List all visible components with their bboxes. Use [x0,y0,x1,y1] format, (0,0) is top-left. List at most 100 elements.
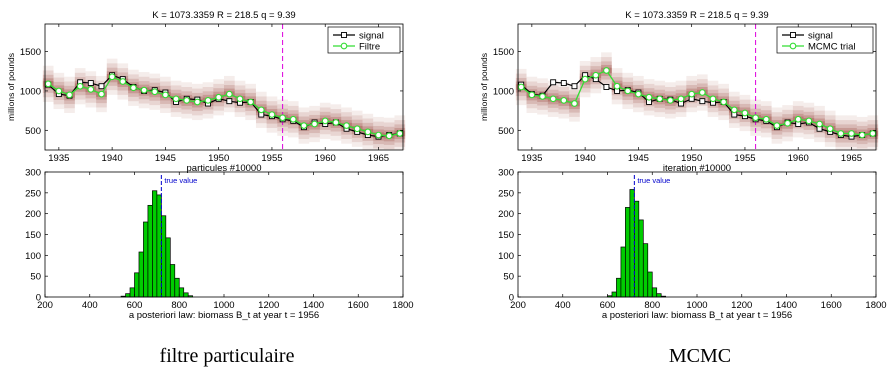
data-point-circle [183,97,191,104]
data-point-circle [677,95,685,103]
data-point-circle [98,90,105,98]
data-point-circle [656,95,664,103]
data-point-circle [130,84,137,92]
caption-left: filtre particulaire [160,345,295,367]
data-point-circle [688,90,696,98]
data-point-circle [204,97,212,104]
histogram-bar [616,277,622,298]
series-line-1 [520,69,873,136]
x-tick-label: 1940 [575,153,596,164]
x-tick-label: 1950 [681,153,702,164]
data-point-circle [635,90,642,98]
x-tick-label: 200 [510,300,526,311]
data-point-circle [172,95,180,103]
y-tick-label: 1500 [20,47,41,58]
histogram-bar [638,219,644,298]
true-value-annotation: true value [164,176,197,185]
histogram-bar [174,277,180,298]
x-tick-label: 1200 [731,300,752,311]
data-point-circle [76,82,84,90]
true-value-annotation: true value [637,176,670,185]
histogram-bar [178,287,185,298]
y-tick-label: 250 [498,188,514,199]
x-tick-label: 800 [644,300,660,311]
histogram-bar [183,292,189,298]
y-tick-label: 200 [25,209,41,220]
y-tick-label: 100 [25,251,41,262]
histogram-bar [642,243,649,298]
data-point-circle [549,95,557,103]
legend-marker-circle [340,42,348,50]
x-tick-label: 1200 [258,300,279,311]
x-tick-label: 1935 [48,153,69,164]
data-point-circle [321,117,329,125]
x-tick-label: 1945 [628,153,649,164]
data-point-circle [539,93,546,100]
histogram-bar [152,190,158,298]
data-point-circle [581,75,589,83]
x-tick-label: 1965 [368,153,389,164]
chart-title: K = 1073.3359 R = 218.5 q = 9.39 [625,10,768,21]
data-point-circle [257,106,265,114]
histogram-bar [633,200,640,298]
data-point-circle [364,128,372,136]
data-point-square [226,98,233,105]
line-chart-2: K = 1073.3359 R = 218.5 q = 9.39 iteratio… [479,10,879,174]
legend-marker-square [790,32,796,38]
x-axis-label: a posteriori law: biomass B_t at year t … [129,310,319,321]
data-point-circle [571,100,578,107]
histogram-bar [147,204,153,298]
data-point-circle [624,87,632,95]
data-point-circle [332,119,340,126]
data-point-circle [720,98,727,106]
data-point-circle [730,106,738,114]
data-point-circle [279,114,286,122]
data-point-circle [528,91,536,99]
legend-label: MCMC trial [808,41,856,52]
y-tick-label: 100 [498,251,514,262]
y-tick-label: 200 [498,209,514,220]
x-tick-label: 1945 [155,153,176,164]
data-point-circle [385,132,393,140]
x-tick-label: 1955 [261,153,282,164]
data-point-square [550,79,557,86]
x-tick-label: 1800 [392,300,413,311]
data-point-circle [225,90,233,98]
data-point-square [603,84,610,90]
y-tick-label: 150 [498,230,514,241]
data-point-circle [794,115,802,123]
data-point-circle [805,117,813,125]
histogram-bar [625,207,631,298]
y-tick-label: 50 [503,272,514,283]
data-point-circle [44,80,52,88]
data-point-circle [162,91,169,99]
data-point-circle [108,73,116,81]
histogram-3: a posteriori law: biomass B_t at year t … [498,168,886,322]
y-tick-label: 500 [498,126,514,137]
y-tick-label: 500 [25,126,41,137]
x-tick-label: 600 [600,300,616,311]
x-tick-label: 1955 [734,153,755,164]
histogram-bar [161,215,167,298]
data-point-circle [194,98,201,106]
data-point-circle [698,89,706,96]
data-point-circle [784,119,791,127]
data-point-circle [375,131,382,139]
x-tick-label: 400 [555,300,571,311]
data-point-circle [140,86,148,94]
legend-marker-square [341,32,347,38]
legend-marker-circle [789,42,797,50]
data-point-square [87,80,94,87]
x-tick-label: 1600 [821,300,842,311]
histogram-bar [651,287,658,298]
y-axis-label: millions of pounds [479,53,489,121]
data-point-circle [869,130,877,137]
plot-frame [517,171,877,298]
histogram-bar [611,291,617,298]
x-tick-label: 1965 [841,153,862,164]
histogram-bar [125,293,131,298]
data-point-circle [560,97,568,104]
